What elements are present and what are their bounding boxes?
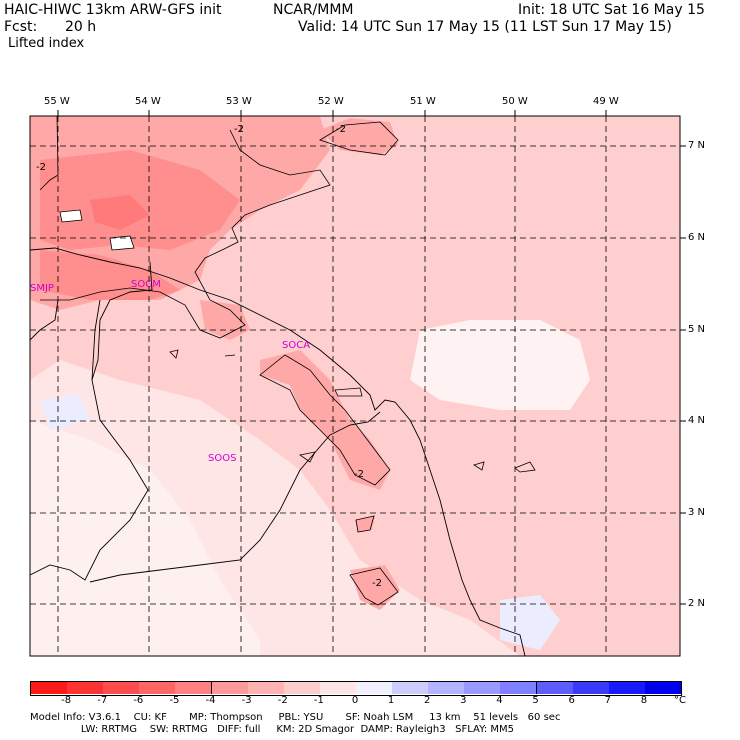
colorbar-tick-label: -3 — [241, 695, 252, 706]
valid-time: Valid: 14 UTC Sun 17 May 15 (11 LST Sun … — [298, 19, 672, 35]
colorbar-cell — [319, 682, 357, 694]
model-title: HAIC-HIWC 13km ARW-GFS init — [4, 2, 222, 18]
colorbar-cell — [644, 682, 682, 694]
contour-label: -2 — [336, 124, 346, 135]
colorbar-cell — [464, 682, 502, 694]
station-label: SOCM — [131, 279, 161, 290]
lon-label: 54 W — [135, 96, 161, 107]
lat-label: 4 N — [688, 415, 706, 426]
lat-lon-grid — [30, 116, 680, 656]
map-frame — [29, 115, 681, 657]
colorbar-cell — [283, 682, 321, 694]
colorbar-cell — [247, 682, 285, 694]
colorbar-tick-label: -1 — [313, 695, 324, 706]
forecast-label: Fcst: — [4, 19, 38, 35]
colorbar-tick-label: 3 — [460, 695, 467, 706]
contour-label: -2 — [234, 124, 244, 135]
colorbar-cell — [356, 682, 393, 694]
colorbar-tick-label: 2 — [424, 695, 431, 706]
colorbar-tick-label: -6 — [133, 695, 144, 706]
lat-label: 7 N — [688, 140, 706, 151]
footer-model-info: Model Info: V3.6.1 CU: KF MP: Thompson P… — [30, 712, 561, 723]
colorbar-tick-label: -4 — [205, 695, 216, 706]
colorbar-tick-label: 7 — [604, 695, 611, 706]
colorbar-cell — [67, 682, 105, 694]
lat-label: 6 N — [688, 232, 706, 243]
colorbar-cell — [211, 682, 249, 694]
colorbar-tick-label: -5 — [169, 695, 180, 706]
colorbar-tick-label: -7 — [97, 695, 108, 706]
lon-label: 52 W — [318, 96, 344, 107]
station-label: SOCA — [282, 340, 311, 351]
colorbar-tick-label: 8 — [640, 695, 648, 706]
station-label: SOOS — [208, 453, 237, 464]
colorbar-tick-label: -8 — [61, 695, 72, 706]
footer-physics-info: LW: RRTMG SW: RRTMG DIFF: full KM: 2D Sm… — [30, 724, 515, 735]
colorbar-cell — [175, 682, 213, 694]
colorbar-tick-label: 4 — [496, 695, 503, 706]
colorbar-cell — [31, 682, 68, 694]
colorbar — [30, 681, 682, 696]
colorbar-cell — [572, 682, 610, 694]
colorbar-unit: °C — [674, 695, 686, 706]
contour-lines — [39, 116, 536, 606]
map-fill — [30, 116, 680, 656]
lat-label: 3 N — [688, 507, 706, 518]
init-time: Init: 18 UTC Sat 16 May 15 — [518, 2, 705, 18]
station-label: SMJP — [30, 283, 54, 294]
organization: NCAR/MMM — [273, 2, 354, 18]
contour-label: -2 — [36, 162, 46, 173]
colorbar-tick-label: -2 — [277, 695, 288, 706]
lon-label: 49 W — [593, 96, 619, 107]
colorbar-tick-label: 1 — [387, 695, 395, 706]
field-name: Lifted index — [8, 36, 85, 51]
lon-label: 51 W — [410, 96, 436, 107]
contour-label: -2 — [372, 578, 382, 589]
lat-label: 2 N — [688, 598, 706, 609]
colorbar-cell — [139, 682, 177, 694]
lat-label: 5 N — [688, 324, 706, 335]
lon-label: 50 W — [502, 96, 528, 107]
axis-ticks — [57, 110, 686, 605]
colorbar-cell — [392, 682, 430, 694]
colorbar-cell — [500, 682, 538, 694]
lon-label: 55 W — [44, 96, 70, 107]
colorbar-cell — [103, 682, 141, 694]
colorbar-cell — [608, 682, 646, 694]
forecast-hour: 20 h — [65, 19, 97, 35]
colorbar-tick-label: 0 — [351, 695, 359, 706]
colorbar-tick-label: 5 — [532, 695, 539, 706]
lon-label: 53 W — [226, 96, 252, 107]
colorbar-tick-label: 6 — [568, 695, 575, 706]
colorbar-cell — [536, 682, 574, 694]
colorbar-cell — [428, 682, 466, 694]
contour-label: -2 — [354, 469, 364, 480]
